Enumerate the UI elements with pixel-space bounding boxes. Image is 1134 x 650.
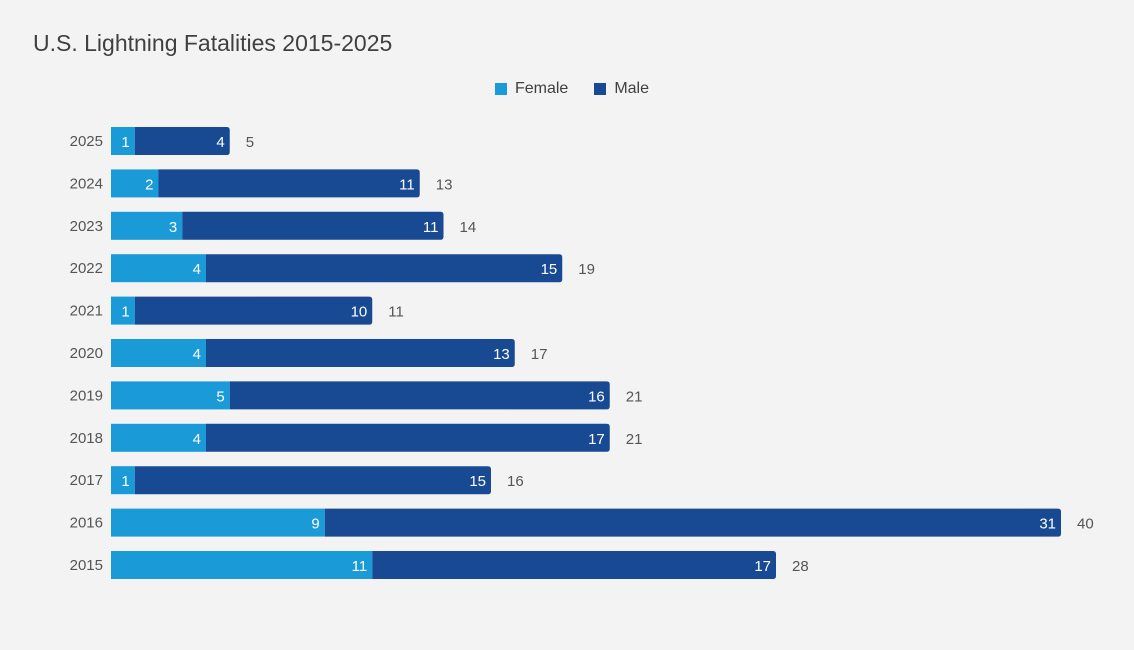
bar-value-male-2017: 15 [469,473,486,490]
bar-male-2018[interactable] [206,423,610,452]
category-label-2015: 2015 [70,557,103,574]
bar-male-2023[interactable] [182,211,444,240]
total-label-2021: 11 [388,304,404,321]
category-label-2021: 2021 [70,303,103,320]
total-label-2024: 13 [436,176,453,193]
legend-label-male: Male [614,80,650,97]
bar-value-male-2022: 15 [541,261,558,278]
bar-value-male-2024: 11 [399,176,415,193]
legend-swatch-female [494,83,507,95]
bar-value-female-2019: 5 [216,388,224,405]
legend-item-female[interactable]: Female [485,80,568,98]
bar-value-male-2016: 31 [1039,516,1056,533]
bar-female-2021[interactable] [111,296,135,325]
total-label-2022: 19 [578,261,595,278]
total-label-2018: 21 [626,431,643,448]
bar-male-2015[interactable] [372,551,776,579]
total-label-2015: 28 [792,558,809,575]
chart-title: U.S. Lightning Fatalities 2015-2025 [33,30,393,56]
bar-male-2017[interactable] [134,466,491,495]
bar-value-female-2025: 1 [121,134,129,151]
bar-value-male-2023: 11 [423,219,439,236]
bar-male-2025[interactable] [134,127,230,155]
bar-male-2016[interactable] [324,508,1061,537]
category-label-2020: 2020 [70,345,103,362]
total-label-2020: 17 [531,346,548,363]
bar-female-2016[interactable] [111,508,325,537]
chart-legend: Female Male [0,80,1134,98]
category-label-2022: 2022 [70,260,103,277]
bar-female-2020[interactable] [111,339,206,367]
bar-female-2023[interactable] [111,211,183,240]
bar-value-female-2020: 4 [193,346,201,363]
bar-male-2019[interactable] [229,381,610,410]
bar-value-female-2017: 1 [121,473,129,490]
bar-female-2024[interactable] [111,169,159,198]
bar-value-male-2021: 10 [351,304,368,321]
bar-male-2024[interactable] [158,169,420,198]
category-label-2025: 2025 [70,133,103,150]
bar-female-2022[interactable] [111,254,206,283]
bar-value-male-2025: 4 [216,134,224,151]
category-label-2024: 2024 [70,175,103,192]
category-label-2018: 2018 [70,430,103,447]
bar-value-female-2018: 4 [193,431,201,448]
category-label-2016: 2016 [70,515,103,532]
bar-value-female-2016: 9 [311,516,319,533]
bar-female-2017[interactable] [111,466,135,495]
bar-value-male-2020: 13 [493,346,510,363]
bar-value-female-2021: 1 [121,304,129,321]
category-label-2023: 2023 [70,218,103,235]
bar-male-2022[interactable] [206,254,563,283]
bar-value-female-2023: 3 [169,219,177,236]
total-label-2023: 14 [460,219,477,236]
total-label-2025: 5 [246,134,254,151]
legend-swatch-male [594,83,607,95]
legend-label-female: Female [514,80,569,97]
bar-value-male-2019: 16 [588,388,605,405]
bar-value-female-2015: 11 [352,558,368,575]
legend-item-male[interactable]: Male [584,80,649,98]
total-label-2017: 16 [507,473,524,490]
total-label-2016: 40 [1077,516,1094,533]
bar-value-female-2024: 2 [145,176,153,193]
bar-female-2015[interactable] [111,551,373,579]
bar-value-female-2022: 4 [193,261,201,278]
bar-male-2020[interactable] [206,339,515,367]
bar-value-male-2015: 17 [754,558,771,575]
bar-female-2025[interactable] [111,127,135,155]
bar-female-2018[interactable] [111,423,206,452]
bar-value-male-2018: 17 [588,431,605,448]
category-label-2019: 2019 [70,387,103,404]
total-label-2019: 21 [626,388,643,405]
bar-female-2019[interactable] [111,381,230,410]
category-label-2017: 2017 [70,472,103,489]
bar-male-2021[interactable] [134,296,373,325]
